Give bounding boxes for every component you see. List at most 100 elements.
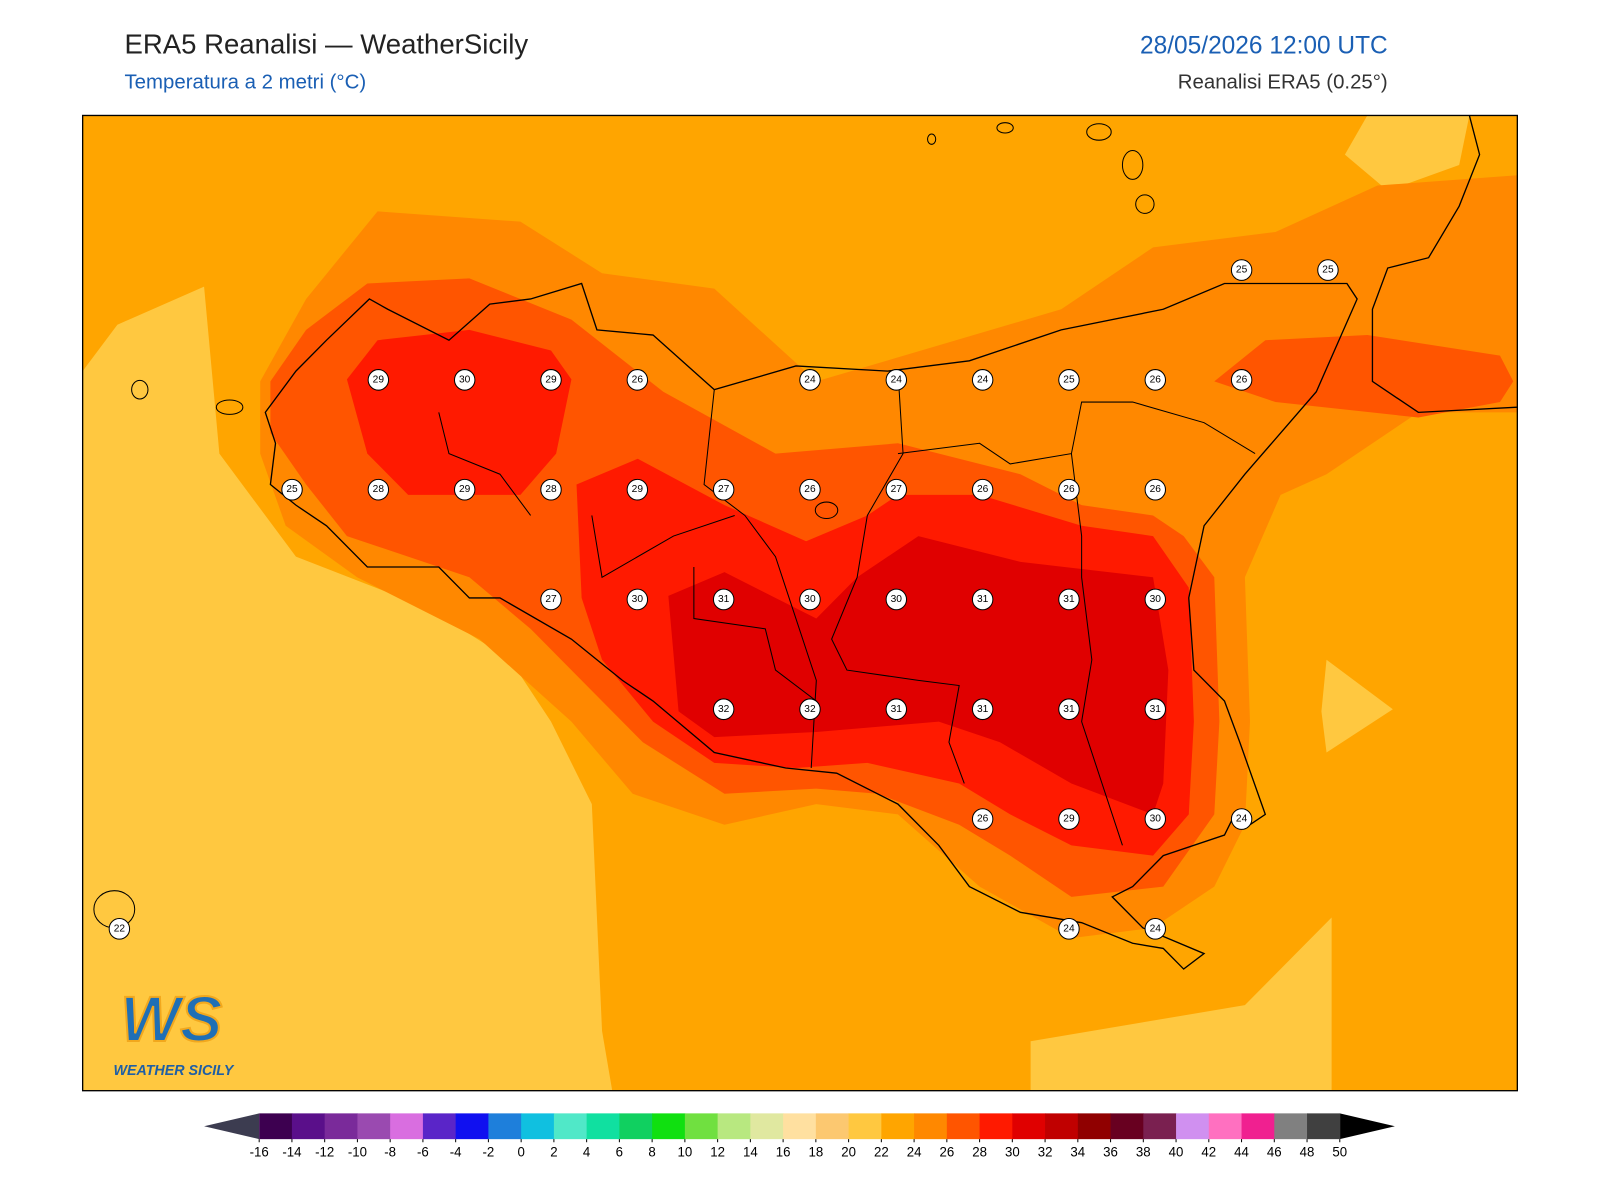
- colorbar-under: [204, 1113, 260, 1140]
- station-value: 26: [1150, 484, 1162, 495]
- coastline: [1371, 115, 1518, 414]
- contour: [346, 329, 572, 495]
- station-value: 32: [804, 704, 816, 715]
- station-value: 26: [1236, 374, 1248, 385]
- station-marker: [1144, 698, 1167, 721]
- station-value: 24: [1150, 923, 1162, 934]
- station-value: 28: [545, 484, 557, 495]
- colorbar: -16 -14 -12 -10 -8 -6 -4 -2 0 2 4 6 8 10 12 14 16 18 20 22 2…: [204, 1113, 1395, 1160]
- station-value: 26: [1063, 484, 1075, 495]
- colorbar-tick-label: 30: [1005, 1145, 1020, 1160]
- station-value: 31: [1063, 704, 1075, 715]
- colorbar-swatch: [881, 1113, 915, 1140]
- station-marker: [1144, 918, 1167, 940]
- station-marker: [799, 478, 821, 501]
- colorbar-tick-label: 0: [517, 1145, 524, 1160]
- colorbar-tick-label: 16: [776, 1145, 791, 1160]
- station-marker: [799, 698, 821, 721]
- station-marker: [453, 478, 476, 501]
- station-value: 29: [545, 374, 557, 385]
- station-marker: [885, 369, 908, 391]
- contour: [1321, 659, 1393, 753]
- colorbar-swatch: [914, 1113, 948, 1140]
- station-value: 29: [373, 374, 385, 385]
- colorbar-swatch: [979, 1113, 1013, 1140]
- island: [215, 399, 244, 415]
- station-marker: [367, 478, 390, 501]
- station-value: 28: [373, 484, 385, 495]
- station-value: 30: [1150, 814, 1162, 825]
- colorbar-tick-label: 12: [710, 1145, 725, 1160]
- colorbar-swatch: [455, 1113, 489, 1140]
- colorbar-tick-label: 6: [616, 1145, 623, 1160]
- station-marker: [367, 369, 390, 391]
- station-marker: [453, 369, 476, 391]
- station-marker: [1144, 478, 1167, 501]
- station-value: 26: [804, 484, 816, 495]
- colorbar-swatch: [1012, 1113, 1046, 1140]
- colorbar-tick-label: -6: [417, 1145, 429, 1160]
- station-marker: [540, 588, 562, 611]
- colorbar-swatch: [652, 1113, 686, 1140]
- station-marker: [626, 588, 649, 611]
- station-marker: [540, 369, 562, 391]
- stations: 25 25 29 30 29 26 24 24 24 25 26 26 25 28 29 28 29 27 26 27…: [108, 259, 1339, 940]
- date: 28/05/2026 12:00 UTC: [1140, 32, 1388, 59]
- colorbar-tick-label: -14: [282, 1145, 302, 1160]
- station-marker: [1058, 588, 1080, 611]
- station-marker: [971, 588, 994, 611]
- station-marker: [1230, 259, 1253, 281]
- station-value: 27: [891, 484, 903, 495]
- contour: [82, 286, 613, 1091]
- station-value: 26: [632, 374, 644, 385]
- station-marker: [1144, 808, 1167, 830]
- colorbar-swatch: [488, 1113, 522, 1140]
- station-value: 25: [1063, 374, 1075, 385]
- colorbar-swatch: [390, 1113, 424, 1140]
- station-marker: [1058, 918, 1080, 940]
- station-marker: [540, 478, 562, 501]
- station-value: 30: [459, 374, 471, 385]
- logo-name: WEATHER SICILY: [113, 1063, 234, 1079]
- station-value: 25: [1236, 265, 1248, 276]
- station-value: 22: [114, 923, 126, 934]
- colorbar-tick-label: -10: [348, 1145, 367, 1160]
- colorbar-swatch: [1077, 1113, 1112, 1140]
- colorbar-swatch: [259, 1113, 293, 1140]
- station-value: 26: [977, 814, 989, 825]
- station-value: 26: [977, 484, 989, 495]
- contour: [1030, 917, 1332, 1091]
- station-marker: [1317, 259, 1339, 281]
- station-marker: [626, 369, 649, 391]
- logo-mark: WS: [120, 984, 222, 1055]
- station-marker: [1144, 588, 1167, 611]
- station-marker: [1058, 369, 1080, 391]
- station-value: 31: [1063, 594, 1075, 605]
- colorbar-swatch: [1045, 1113, 1079, 1140]
- station-value: 25: [286, 484, 298, 495]
- colorbar-tick-label: 24: [907, 1145, 922, 1160]
- colorbar-tick-label: -8: [384, 1145, 396, 1160]
- station-marker: [1058, 808, 1080, 830]
- boundary: [438, 371, 1256, 846]
- station-marker: [971, 369, 994, 391]
- colorbar-swatch: [291, 1113, 326, 1140]
- station-marker: [799, 369, 821, 391]
- colorbar-tick-label: 8: [648, 1145, 655, 1160]
- station-value: 30: [1150, 594, 1162, 605]
- station-marker: [885, 588, 908, 611]
- colorbar-tick-label: -16: [250, 1145, 269, 1160]
- colorbar-tick-label: -2: [483, 1145, 495, 1160]
- island: [1086, 123, 1112, 141]
- station-value: 31: [977, 594, 989, 605]
- colorbar-swatch: [357, 1113, 391, 1140]
- colorbar-swatch: [619, 1113, 653, 1140]
- island: [131, 379, 149, 400]
- colorbar-tick-label: 36: [1103, 1145, 1118, 1160]
- colorbar-swatch: [684, 1113, 719, 1140]
- station-value: 24: [1236, 814, 1248, 825]
- station-marker: [1230, 369, 1253, 391]
- station-value: 26: [1150, 374, 1162, 385]
- station-value: 25: [1322, 265, 1334, 276]
- colorbar-swatch: [750, 1113, 784, 1140]
